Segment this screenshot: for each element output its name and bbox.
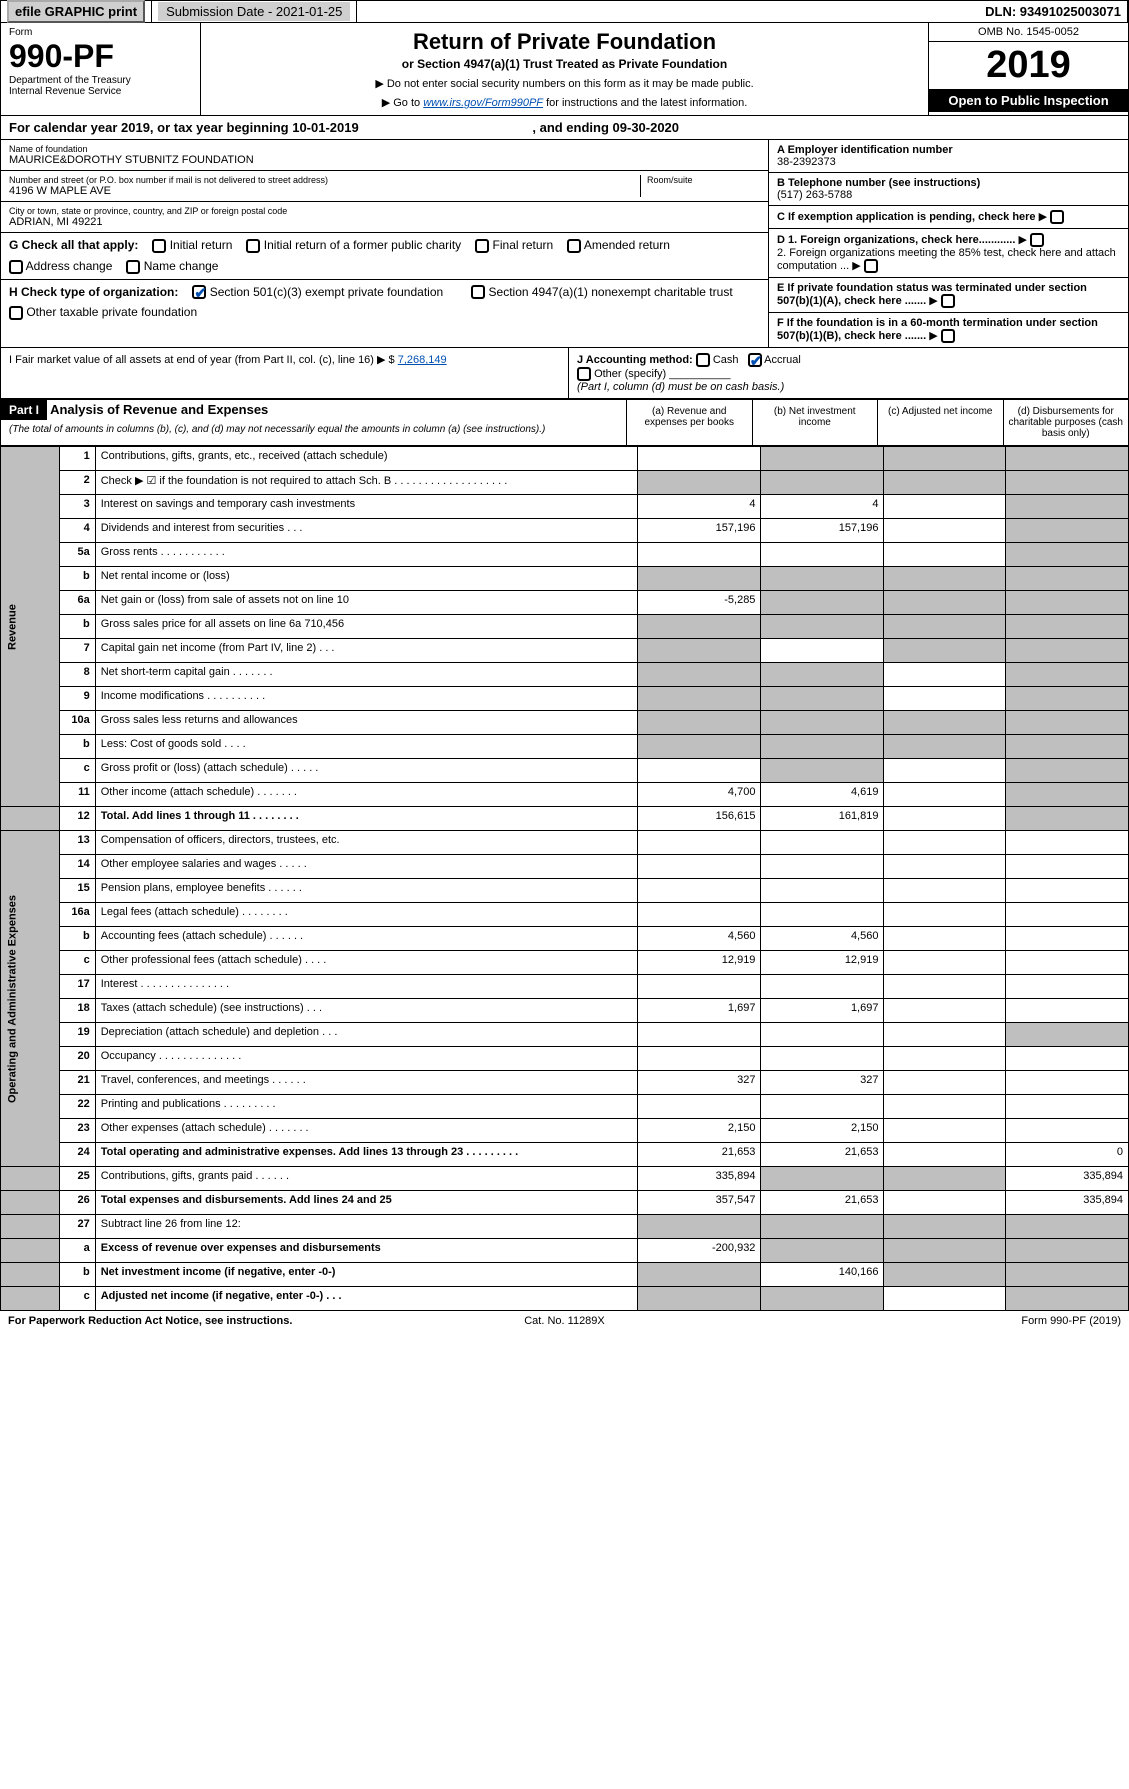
j-label: J Accounting method: <box>577 354 693 366</box>
part1-header: Part I Analysis of Revenue and Expenses … <box>0 399 1129 446</box>
footer-right: Form 990-PF (2019) <box>1021 1315 1121 1327</box>
open-public-label: Open to Public Inspection <box>929 89 1128 112</box>
form-number: 990-PF <box>9 38 192 75</box>
j-note: (Part I, column (d) must be on cash basi… <box>577 381 784 393</box>
tel-value: (517) 263-5788 <box>777 189 1120 201</box>
cash-checkbox[interactable] <box>696 353 710 367</box>
form-title: Return of Private Foundation <box>207 29 922 55</box>
part1-table: Revenue 1Contributions, gifts, grants, e… <box>0 446 1129 1311</box>
irs-label: Internal Revenue Service <box>9 86 192 97</box>
irs-link[interactable]: www.irs.gov/Form990PF <box>423 97 543 109</box>
part1-title: Analysis of Revenue and Expenses <box>50 402 268 417</box>
tax-year: 2019 <box>929 42 1128 89</box>
initial-former-checkbox[interactable] <box>246 239 260 253</box>
omb-number: OMB No. 1545-0052 <box>929 23 1128 42</box>
dln-label: DLN: 93491025003071 <box>979 1 1128 22</box>
d1-checkbox[interactable] <box>1030 233 1044 247</box>
calendar-year-row: For calendar year 2019, or tax year begi… <box>0 116 1129 140</box>
e-checkbox[interactable] <box>941 294 955 308</box>
expenses-side-label: Operating and Administrative Expenses <box>1 831 60 1167</box>
f-checkbox[interactable] <box>941 329 955 343</box>
link-notice: ▶ Go to www.irs.gov/Form990PF for instru… <box>207 96 922 109</box>
form-header: Form 990-PF Department of the Treasury I… <box>0 23 1129 116</box>
part1-label: Part I <box>1 400 47 420</box>
d1-label: D 1. Foreign organizations, check here..… <box>777 234 1015 246</box>
city-label: City or town, state or province, country… <box>9 206 760 216</box>
room-label: Room/suite <box>647 175 760 185</box>
city-state-zip: ADRIAN, MI 49221 <box>9 216 760 228</box>
amended-return-checkbox[interactable] <box>567 239 581 253</box>
h-label: H Check type of organization: <box>9 285 178 299</box>
c-checkbox[interactable] <box>1050 210 1064 224</box>
col-d-header: (d) Disbursements for charitable purpose… <box>1003 400 1129 445</box>
form-label: Form <box>9 27 192 38</box>
addr-label: Number and street (or P.O. box number if… <box>9 175 640 185</box>
page-footer: For Paperwork Reduction Act Notice, see … <box>0 1311 1129 1331</box>
ein-value: 38-2392373 <box>777 156 1120 168</box>
4947-checkbox[interactable] <box>471 285 485 299</box>
name-change-checkbox[interactable] <box>126 260 140 274</box>
top-bar: efile GRAPHIC print Submission Date - 20… <box>0 0 1129 23</box>
address: 4196 W MAPLE AVE <box>9 185 640 197</box>
initial-return-checkbox[interactable] <box>152 239 166 253</box>
c-label: C If exemption application is pending, c… <box>777 211 1036 223</box>
501c3-checkbox[interactable] <box>192 285 206 299</box>
i-label: I Fair market value of all assets at end… <box>9 354 395 366</box>
col-a-header: (a) Revenue and expenses per books <box>626 400 752 445</box>
ein-label: A Employer identification number <box>777 144 1120 156</box>
entity-info: Name of foundation MAURICE&DOROTHY STUBN… <box>0 140 1129 348</box>
d2-checkbox[interactable] <box>864 259 878 273</box>
col-b-header: (b) Net investment income <box>752 400 878 445</box>
final-return-checkbox[interactable] <box>475 239 489 253</box>
form-subtitle: or Section 4947(a)(1) Trust Treated as P… <box>207 57 922 71</box>
other-method-checkbox[interactable] <box>577 367 591 381</box>
footer-left: For Paperwork Reduction Act Notice, see … <box>8 1315 292 1327</box>
submission-date: Submission Date - 2021-01-25 <box>158 2 350 21</box>
other-taxable-checkbox[interactable] <box>9 306 23 320</box>
dept-label: Department of the Treasury <box>9 75 192 86</box>
foundation-name: MAURICE&DOROTHY STUBNITZ FOUNDATION <box>9 154 760 166</box>
g-label: G Check all that apply: <box>9 238 138 252</box>
efile-button[interactable]: efile GRAPHIC print <box>7 0 145 23</box>
accrual-checkbox[interactable] <box>748 353 762 367</box>
f-label: F If the foundation is in a 60-month ter… <box>777 317 1098 342</box>
tel-label: B Telephone number (see instructions) <box>777 177 1120 189</box>
i-value: 7,268,149 <box>398 354 447 366</box>
col-c-header: (c) Adjusted net income <box>877 400 1003 445</box>
part1-subtitle: (The total of amounts in columns (b), (c… <box>1 420 626 439</box>
section-i-j: I Fair market value of all assets at end… <box>0 348 1129 399</box>
d2-label: 2. Foreign organizations meeting the 85%… <box>777 247 1116 272</box>
revenue-side-label: Revenue <box>1 447 60 807</box>
e-label: E If private foundation status was termi… <box>777 282 1087 307</box>
name-label: Name of foundation <box>9 144 760 154</box>
privacy-notice: ▶ Do not enter social security numbers o… <box>207 77 922 90</box>
footer-mid: Cat. No. 11289X <box>524 1315 605 1327</box>
address-change-checkbox[interactable] <box>9 260 23 274</box>
